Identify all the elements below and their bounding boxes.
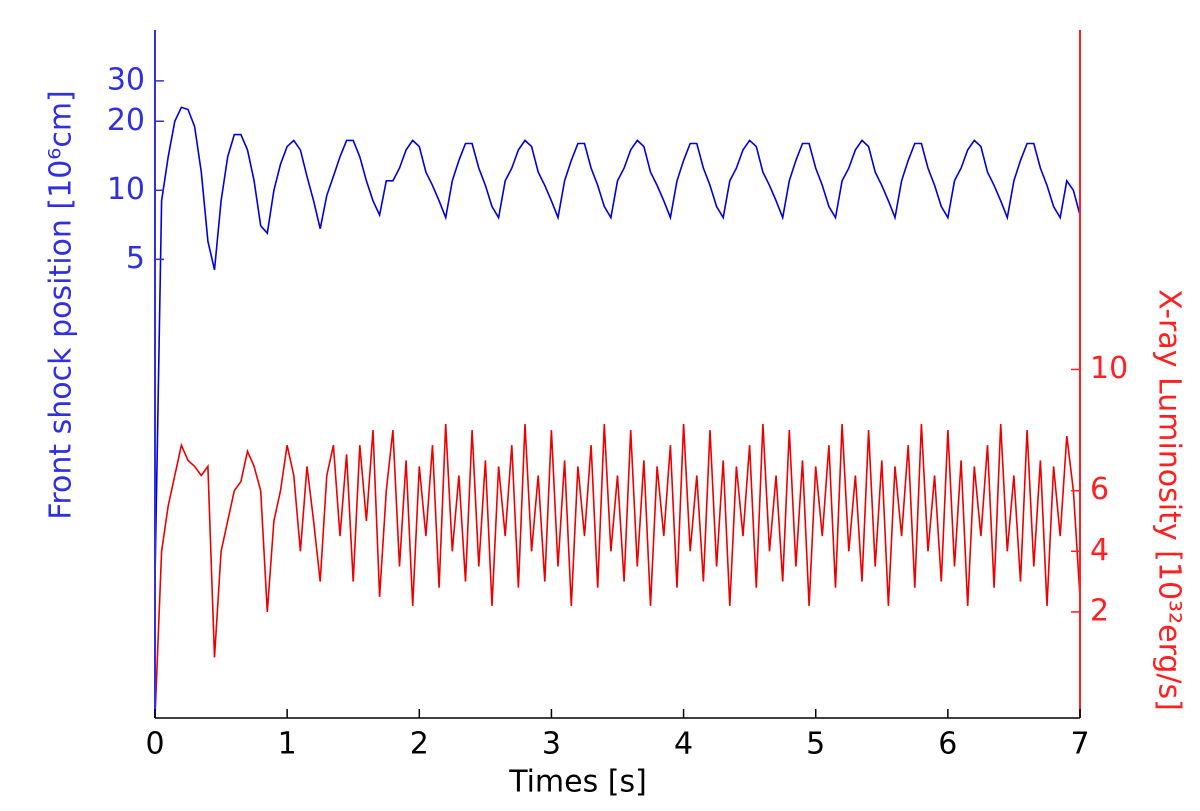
x-axis-label: Times [s] xyxy=(508,765,647,800)
y-axis-label: Front shock position [10⁶cm] xyxy=(44,90,79,520)
y-tick-label: 5 xyxy=(126,241,145,276)
y-tick-label: 30 xyxy=(107,62,145,97)
y-tick-label: 20 xyxy=(107,103,145,138)
x-tick-label: 2 xyxy=(410,727,429,762)
x-tick-label: 0 xyxy=(145,727,164,762)
x-tick-label: 7 xyxy=(1070,727,1089,762)
x-tick-label: 5 xyxy=(806,727,825,762)
y-tick-label: 10 xyxy=(107,172,145,207)
x-tick-label: 3 xyxy=(542,727,561,762)
y2-axis-label: X-ray Luminosity [10³²erg/s] xyxy=(1152,289,1187,711)
y2-tick-label: 4 xyxy=(1090,533,1109,568)
y2-tick-label: 6 xyxy=(1090,472,1109,507)
data-line xyxy=(154,423,1081,719)
x-tick-label: 6 xyxy=(938,727,957,762)
x-tick-label: 4 xyxy=(674,727,693,762)
y2-tick-label: 10 xyxy=(1090,351,1128,386)
y2-tick-label: 2 xyxy=(1090,593,1109,628)
data-line xyxy=(154,106,1081,580)
x-tick-label: 1 xyxy=(278,727,297,762)
